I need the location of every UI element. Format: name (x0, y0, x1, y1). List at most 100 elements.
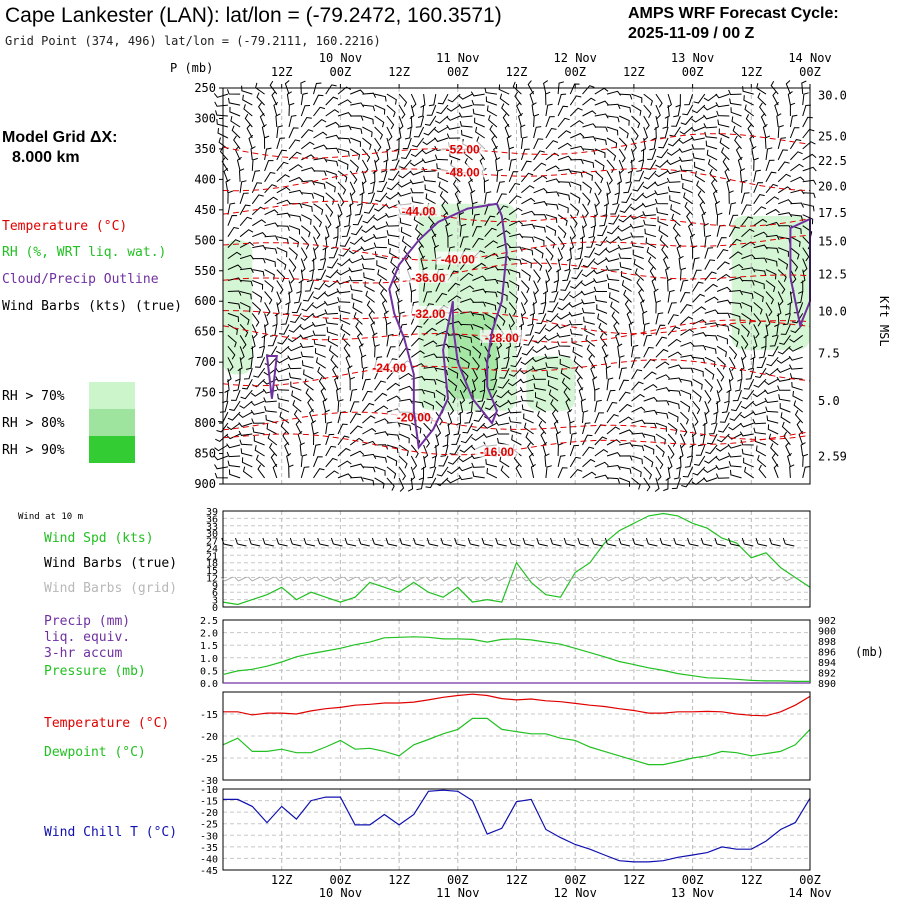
wind-barb (704, 259, 716, 270)
wind-barb (520, 356, 534, 366)
wind-barb (559, 358, 571, 369)
wind-barb (582, 422, 591, 435)
wind-barb (236, 156, 242, 172)
wind-barb (668, 377, 682, 383)
wind-barb (400, 226, 412, 238)
wind-barb (343, 214, 351, 228)
wind-barb (509, 258, 522, 266)
wind-barb (330, 355, 339, 369)
wind-barb (778, 212, 793, 218)
wind-barb (545, 258, 553, 273)
wind-barb (790, 247, 800, 260)
isotherm-label-bg (440, 164, 485, 178)
wind-barb (617, 343, 623, 358)
wind-barb (386, 395, 401, 402)
wind-barb (250, 409, 265, 415)
wind-barb (495, 157, 501, 171)
wind-barb (383, 148, 389, 163)
wind-barb (439, 191, 449, 205)
wind-barb (301, 214, 312, 225)
wind-barb (594, 126, 608, 132)
wind-barb (447, 345, 461, 353)
wind-barb (288, 102, 295, 117)
wind-barb (361, 378, 371, 391)
wind-barb (350, 476, 364, 482)
wind-barb (496, 168, 503, 182)
wind-barb (666, 159, 681, 166)
wind-barb (665, 266, 670, 281)
wind-barb (313, 456, 323, 468)
wind-barb (545, 236, 556, 249)
wind-barb (411, 196, 424, 205)
wind-barb (485, 96, 498, 106)
wind-barb (598, 323, 608, 336)
wind-barb (789, 373, 803, 380)
grid-wind-barb (466, 576, 480, 582)
wind-barb (435, 292, 448, 303)
wind-barb (643, 466, 652, 480)
wind-barb (679, 304, 692, 314)
wind-barb (336, 387, 342, 402)
legend-rh70-label: RH > 70% (2, 389, 65, 404)
wind-barb (337, 447, 351, 457)
wind-barb (240, 389, 253, 400)
wind-barb (555, 431, 561, 446)
wind-barb (300, 141, 315, 150)
wind-barb (447, 389, 456, 404)
wind-barb (252, 245, 267, 251)
grid-wind-barb (494, 576, 507, 582)
wind-barb (313, 131, 328, 139)
wind-barb (765, 269, 777, 280)
wind-barb (525, 324, 535, 336)
wind-barb (466, 401, 473, 414)
wind-barb (416, 477, 425, 491)
wind-barb (360, 354, 367, 369)
top-hour-tick: 00Z (447, 65, 469, 79)
wind-barb (377, 269, 388, 281)
wind-barb (324, 225, 330, 240)
wind-barb (715, 102, 730, 108)
wind-barb (423, 291, 433, 303)
wind-barb (791, 313, 804, 324)
wind-barbs-grid-label: Wind Barbs (grid) (44, 581, 177, 596)
wind-barb (741, 254, 756, 260)
wind-barb (776, 113, 782, 128)
wind-barb (583, 316, 595, 325)
wind-barb (276, 174, 290, 183)
wind-barb (520, 136, 528, 149)
wind-barb (521, 172, 534, 183)
wind-barb (568, 301, 583, 308)
precip-ytick: 2.0 (200, 629, 218, 640)
wind-barb (557, 341, 571, 347)
wind-barb (594, 399, 602, 413)
wind-barb (690, 126, 705, 132)
wind-barb (771, 453, 779, 468)
wind-barb (313, 170, 327, 176)
wind-barb (692, 306, 706, 314)
wind-barb (704, 455, 718, 464)
wind-barb (495, 429, 510, 435)
top-hour-tick: 12Z (740, 65, 762, 79)
wind-barb (361, 225, 375, 234)
wind-barb (716, 249, 729, 259)
isotherm-line (222, 234, 811, 261)
wind-barb (666, 177, 681, 183)
wind-barb (780, 324, 791, 335)
wind-barb (703, 466, 718, 474)
wind-barb (753, 231, 768, 238)
wind-barb (557, 105, 569, 117)
wind-barb (361, 390, 373, 402)
true-wind-barb (687, 537, 699, 547)
pressure-tick: 400 (194, 172, 216, 186)
pressure-ytick: 902 (818, 616, 836, 627)
wind-barb (252, 427, 265, 435)
wind-barb (240, 448, 253, 457)
wind-barb (259, 113, 266, 128)
wind-barb (324, 309, 339, 315)
wind-barb (423, 353, 438, 359)
wind-barb (238, 411, 253, 419)
wind-barb (694, 455, 706, 466)
wind-barb (354, 203, 363, 216)
wind-barb (778, 247, 789, 257)
wind-barb (692, 466, 706, 476)
